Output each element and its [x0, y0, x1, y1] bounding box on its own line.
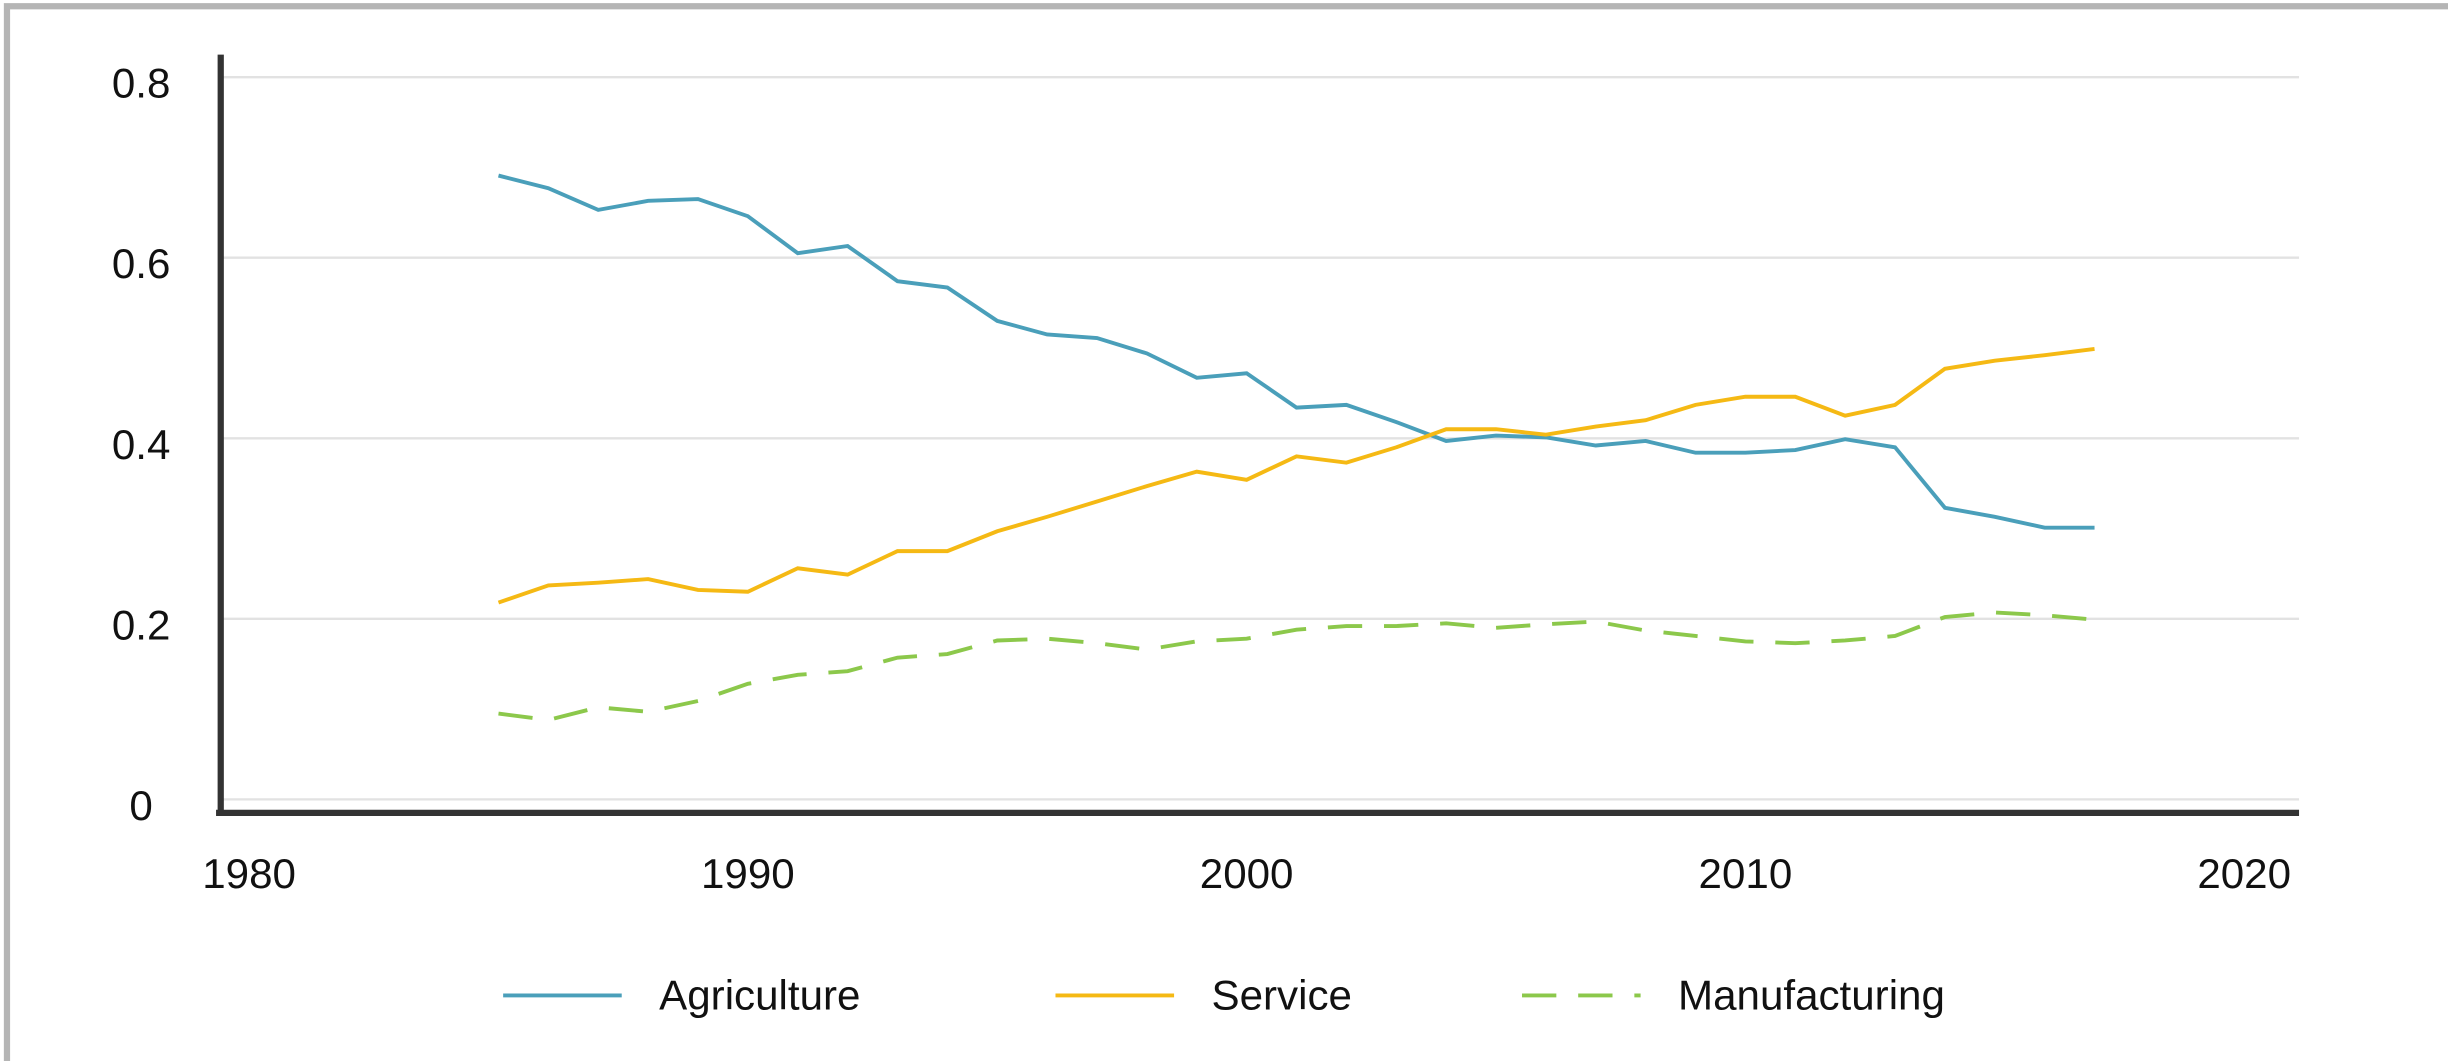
line-series — [498, 610, 2095, 722]
y-tick-label: 0 — [129, 782, 152, 829]
legend-label: Service — [1212, 972, 1352, 1019]
x-tick-label: 2000 — [1200, 850, 1294, 897]
legend-label: Manufacturing — [1678, 972, 1945, 1019]
legend-label: Agriculture — [659, 972, 860, 1019]
x-tick-label: 1980 — [202, 850, 296, 897]
y-tick-label: 0.8 — [112, 60, 171, 107]
frame — [3, 3, 2448, 1061]
x-tick-label: 1990 — [701, 850, 795, 897]
y-tick-label: 0.4 — [112, 421, 171, 468]
line-series — [498, 173, 2095, 530]
y-tick-label: 0.6 — [112, 240, 171, 287]
x-tick-label: 2020 — [2197, 850, 2291, 897]
x-tick-label: 2010 — [1699, 850, 1793, 897]
line-series — [497, 346, 2095, 605]
y-tick-label: 0.2 — [112, 601, 171, 648]
